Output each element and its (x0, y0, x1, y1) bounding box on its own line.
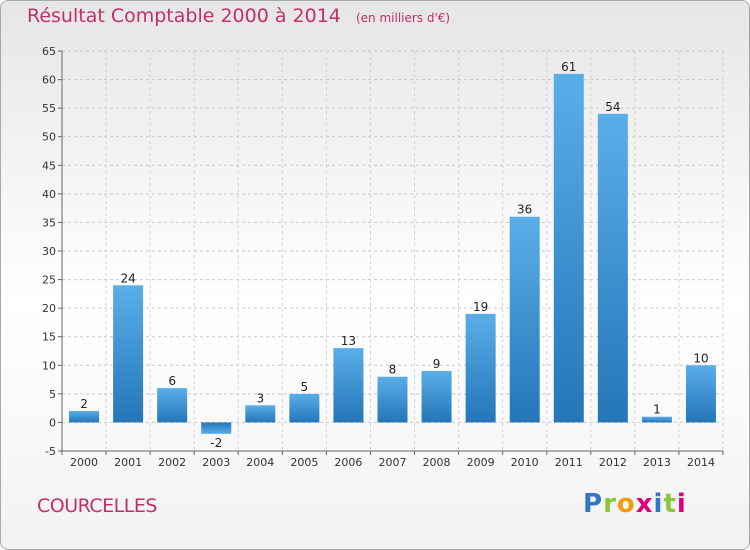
value-label-2001: 24 (120, 271, 135, 285)
bar-2009 (465, 313, 496, 423)
value-label-2006: 13 (341, 334, 356, 348)
y-tick-label: 45 (42, 159, 56, 172)
y-tick-label: -5 (45, 445, 56, 458)
bar-2002 (157, 388, 188, 423)
y-tick-label: 15 (42, 331, 56, 344)
value-label-2003: -2 (210, 436, 222, 450)
bar-2001 (113, 285, 144, 423)
value-label-2002: 6 (168, 374, 176, 388)
x-tick-label: 2009 (467, 456, 495, 469)
y-tick-label: 10 (42, 359, 56, 372)
value-label-2005: 5 (301, 380, 309, 394)
x-tick-label: 2006 (334, 456, 362, 469)
bar-2003 (201, 422, 232, 434)
bar-2011 (553, 73, 584, 423)
value-label-2004: 3 (256, 391, 264, 405)
bar-2014 (685, 365, 716, 423)
bar-2007 (377, 376, 408, 423)
value-label-2014: 10 (693, 351, 708, 365)
value-label-2010: 36 (517, 203, 532, 217)
bar-2000 (69, 411, 100, 423)
y-tick-label: 60 (42, 74, 56, 87)
y-tick-label: 0 (49, 416, 56, 429)
x-tick-label: 2002 (158, 456, 186, 469)
y-tick-label: 55 (42, 102, 56, 115)
commune-name: COURCELLES (37, 495, 157, 517)
x-tick-label: 2003 (202, 456, 230, 469)
y-tick-label: 20 (42, 302, 56, 315)
value-label-2008: 9 (433, 357, 441, 371)
value-label-2007: 8 (389, 363, 397, 377)
value-label-2013: 1 (653, 403, 661, 417)
chart-unit: (en milliers d'€) (355, 11, 451, 25)
bar-2010 (509, 216, 540, 423)
value-label-2009: 19 (473, 300, 488, 314)
bar-2006 (333, 348, 364, 423)
x-tick-label: 2007 (379, 456, 407, 469)
chart-title-block: Résultat Comptable 2000 à 2014 (en milli… (27, 5, 450, 27)
bar-2008 (421, 371, 452, 423)
value-label-2011: 61 (561, 60, 576, 74)
y-tick-label: 35 (42, 216, 56, 229)
y-tick-label: 65 (42, 45, 56, 58)
x-tick-label: 2013 (643, 456, 671, 469)
value-labels: 2 24 6 -2 3 5 13 8 9 19 36 61 54 1 10 (80, 60, 708, 450)
x-tick-label: 2011 (555, 456, 583, 469)
x-tick-label: 2001 (114, 456, 142, 469)
y-tick-label: 25 (42, 274, 56, 287)
bar-2013 (641, 416, 672, 423)
x-tick-label: 2000 (70, 456, 98, 469)
x-tick-label: 2012 (599, 456, 627, 469)
x-tick-label: 2004 (246, 456, 274, 469)
y-tick-label: 40 (42, 188, 56, 201)
bar-2012 (597, 113, 628, 423)
x-tick-label: 2008 (423, 456, 451, 469)
value-label-2000: 2 (80, 397, 88, 411)
x-tick-label: 2014 (687, 456, 715, 469)
x-tick-label: 2010 (511, 456, 539, 469)
proxiti-logo: Proxiti (583, 489, 687, 519)
value-label-2012: 54 (605, 100, 620, 114)
chart-title: Résultat Comptable 2000 à 2014 (27, 5, 341, 27)
bar-2005 (289, 393, 320, 423)
bar-2004 (245, 405, 276, 423)
y-tick-label: 50 (42, 131, 56, 144)
x-tick-label: 2005 (290, 456, 318, 469)
y-tick-label: 5 (49, 388, 56, 401)
y-tick-label: 30 (42, 245, 56, 258)
bars (69, 73, 716, 434)
